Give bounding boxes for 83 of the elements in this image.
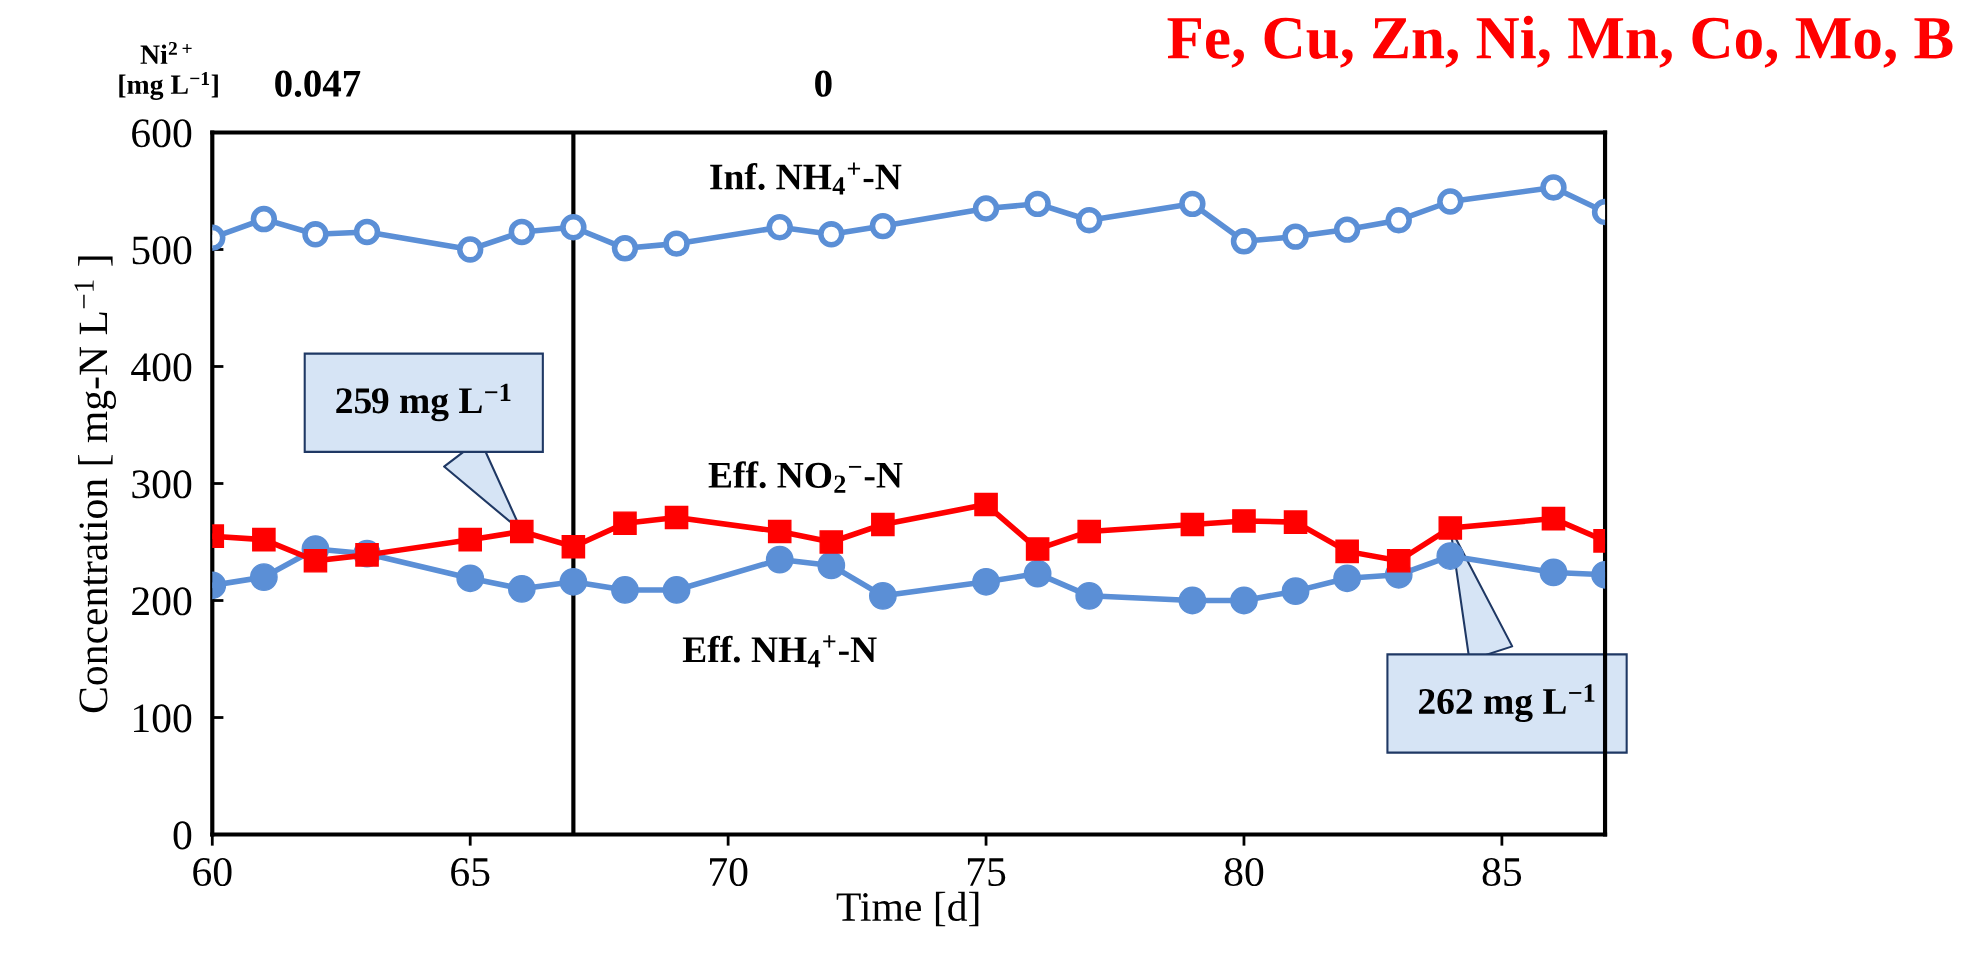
text: 0.047: [275, 70, 361, 97]
series-label: Eff. NO$_{2}$$^{−}$-N: [708, 461, 903, 493]
point: [456, 564, 485, 593]
point: [509, 519, 534, 544]
y-tick-label: 0: [173, 821, 192, 850]
y-tick-label: 600: [132, 119, 192, 148]
point: [819, 530, 844, 554]
point: [1333, 216, 1361, 243]
point: [252, 527, 276, 552]
point: [817, 551, 846, 580]
point: [1436, 542, 1465, 570]
point: [869, 212, 897, 240]
point: [1024, 190, 1051, 218]
y-tick-label: 300: [132, 470, 192, 499]
point: [1077, 519, 1102, 544]
point: [1283, 510, 1308, 534]
point: [767, 519, 792, 544]
point: [664, 505, 689, 530]
point: [250, 205, 278, 233]
point: [613, 511, 637, 536]
x-tick-label: 80: [1224, 857, 1264, 887]
point: [972, 567, 1000, 596]
point: [611, 576, 639, 604]
point: [1386, 548, 1411, 573]
point: [1179, 190, 1206, 218]
point: [1230, 586, 1258, 615]
y-axis-title: Concentration [ mg-N L$^{−1}$ ]: [74, 256, 117, 713]
point: [766, 214, 793, 241]
point: [1180, 512, 1205, 537]
point: [1281, 577, 1310, 606]
point: [662, 576, 691, 604]
point: [303, 548, 328, 573]
point: [1076, 207, 1103, 234]
x-tick-label: 85: [1482, 857, 1522, 887]
point: [663, 230, 690, 257]
point: [559, 567, 588, 596]
point: [457, 236, 484, 263]
point: [1385, 207, 1412, 234]
annotation: 262 mg L$^{−1}$: [1419, 684, 1595, 723]
x-tick-label: 65: [451, 858, 490, 887]
y-tick-label: 500: [132, 236, 192, 265]
point: [302, 221, 329, 248]
point: [1541, 506, 1566, 531]
point: [1025, 537, 1050, 561]
x-tick-label: 60: [193, 857, 232, 887]
y-tick-label: 200: [132, 587, 192, 616]
point: [974, 492, 998, 517]
x-axis-title: Time [d]: [836, 891, 979, 927]
point: [871, 512, 895, 537]
x-tick-label: 75: [967, 858, 1006, 887]
point: [1075, 581, 1104, 610]
point: [611, 235, 639, 262]
annotation: 259 mg L$^{−1}$: [336, 383, 511, 422]
point: [1539, 558, 1568, 587]
point: [1540, 174, 1567, 201]
point: [1178, 586, 1207, 615]
point: [765, 545, 794, 574]
point: [249, 563, 278, 591]
point: [818, 221, 845, 248]
y-tick-label: 100: [134, 704, 192, 733]
text: 0: [815, 70, 832, 97]
point: [868, 581, 897, 610]
point: [972, 195, 1000, 222]
point: [1230, 228, 1258, 255]
point: [1232, 509, 1256, 533]
point: [458, 527, 483, 552]
point: [1023, 559, 1052, 588]
point: [508, 218, 535, 246]
chart-title: Fe, Cu, Zn, Ni, Mn, Co, Mo, B: [1167, 15, 1953, 68]
y-tick-label: 400: [131, 353, 192, 382]
point: [1437, 188, 1464, 215]
series-label: Inf. NH$_{4}$$^{+}$-N: [710, 162, 902, 195]
point: [1335, 539, 1359, 564]
x-tick-label: 70: [710, 857, 748, 887]
point: [507, 574, 536, 603]
series-label: Eff. NH$_{4}$$^{+}$-N: [682, 635, 877, 668]
point: [560, 214, 587, 241]
point: [1333, 564, 1362, 593]
point: [561, 534, 586, 559]
text: Ni$^{2+}$ [mg L$^{−1}$]: [119, 42, 218, 100]
point: [353, 218, 381, 246]
point: [1282, 223, 1309, 250]
point: [1438, 516, 1463, 540]
